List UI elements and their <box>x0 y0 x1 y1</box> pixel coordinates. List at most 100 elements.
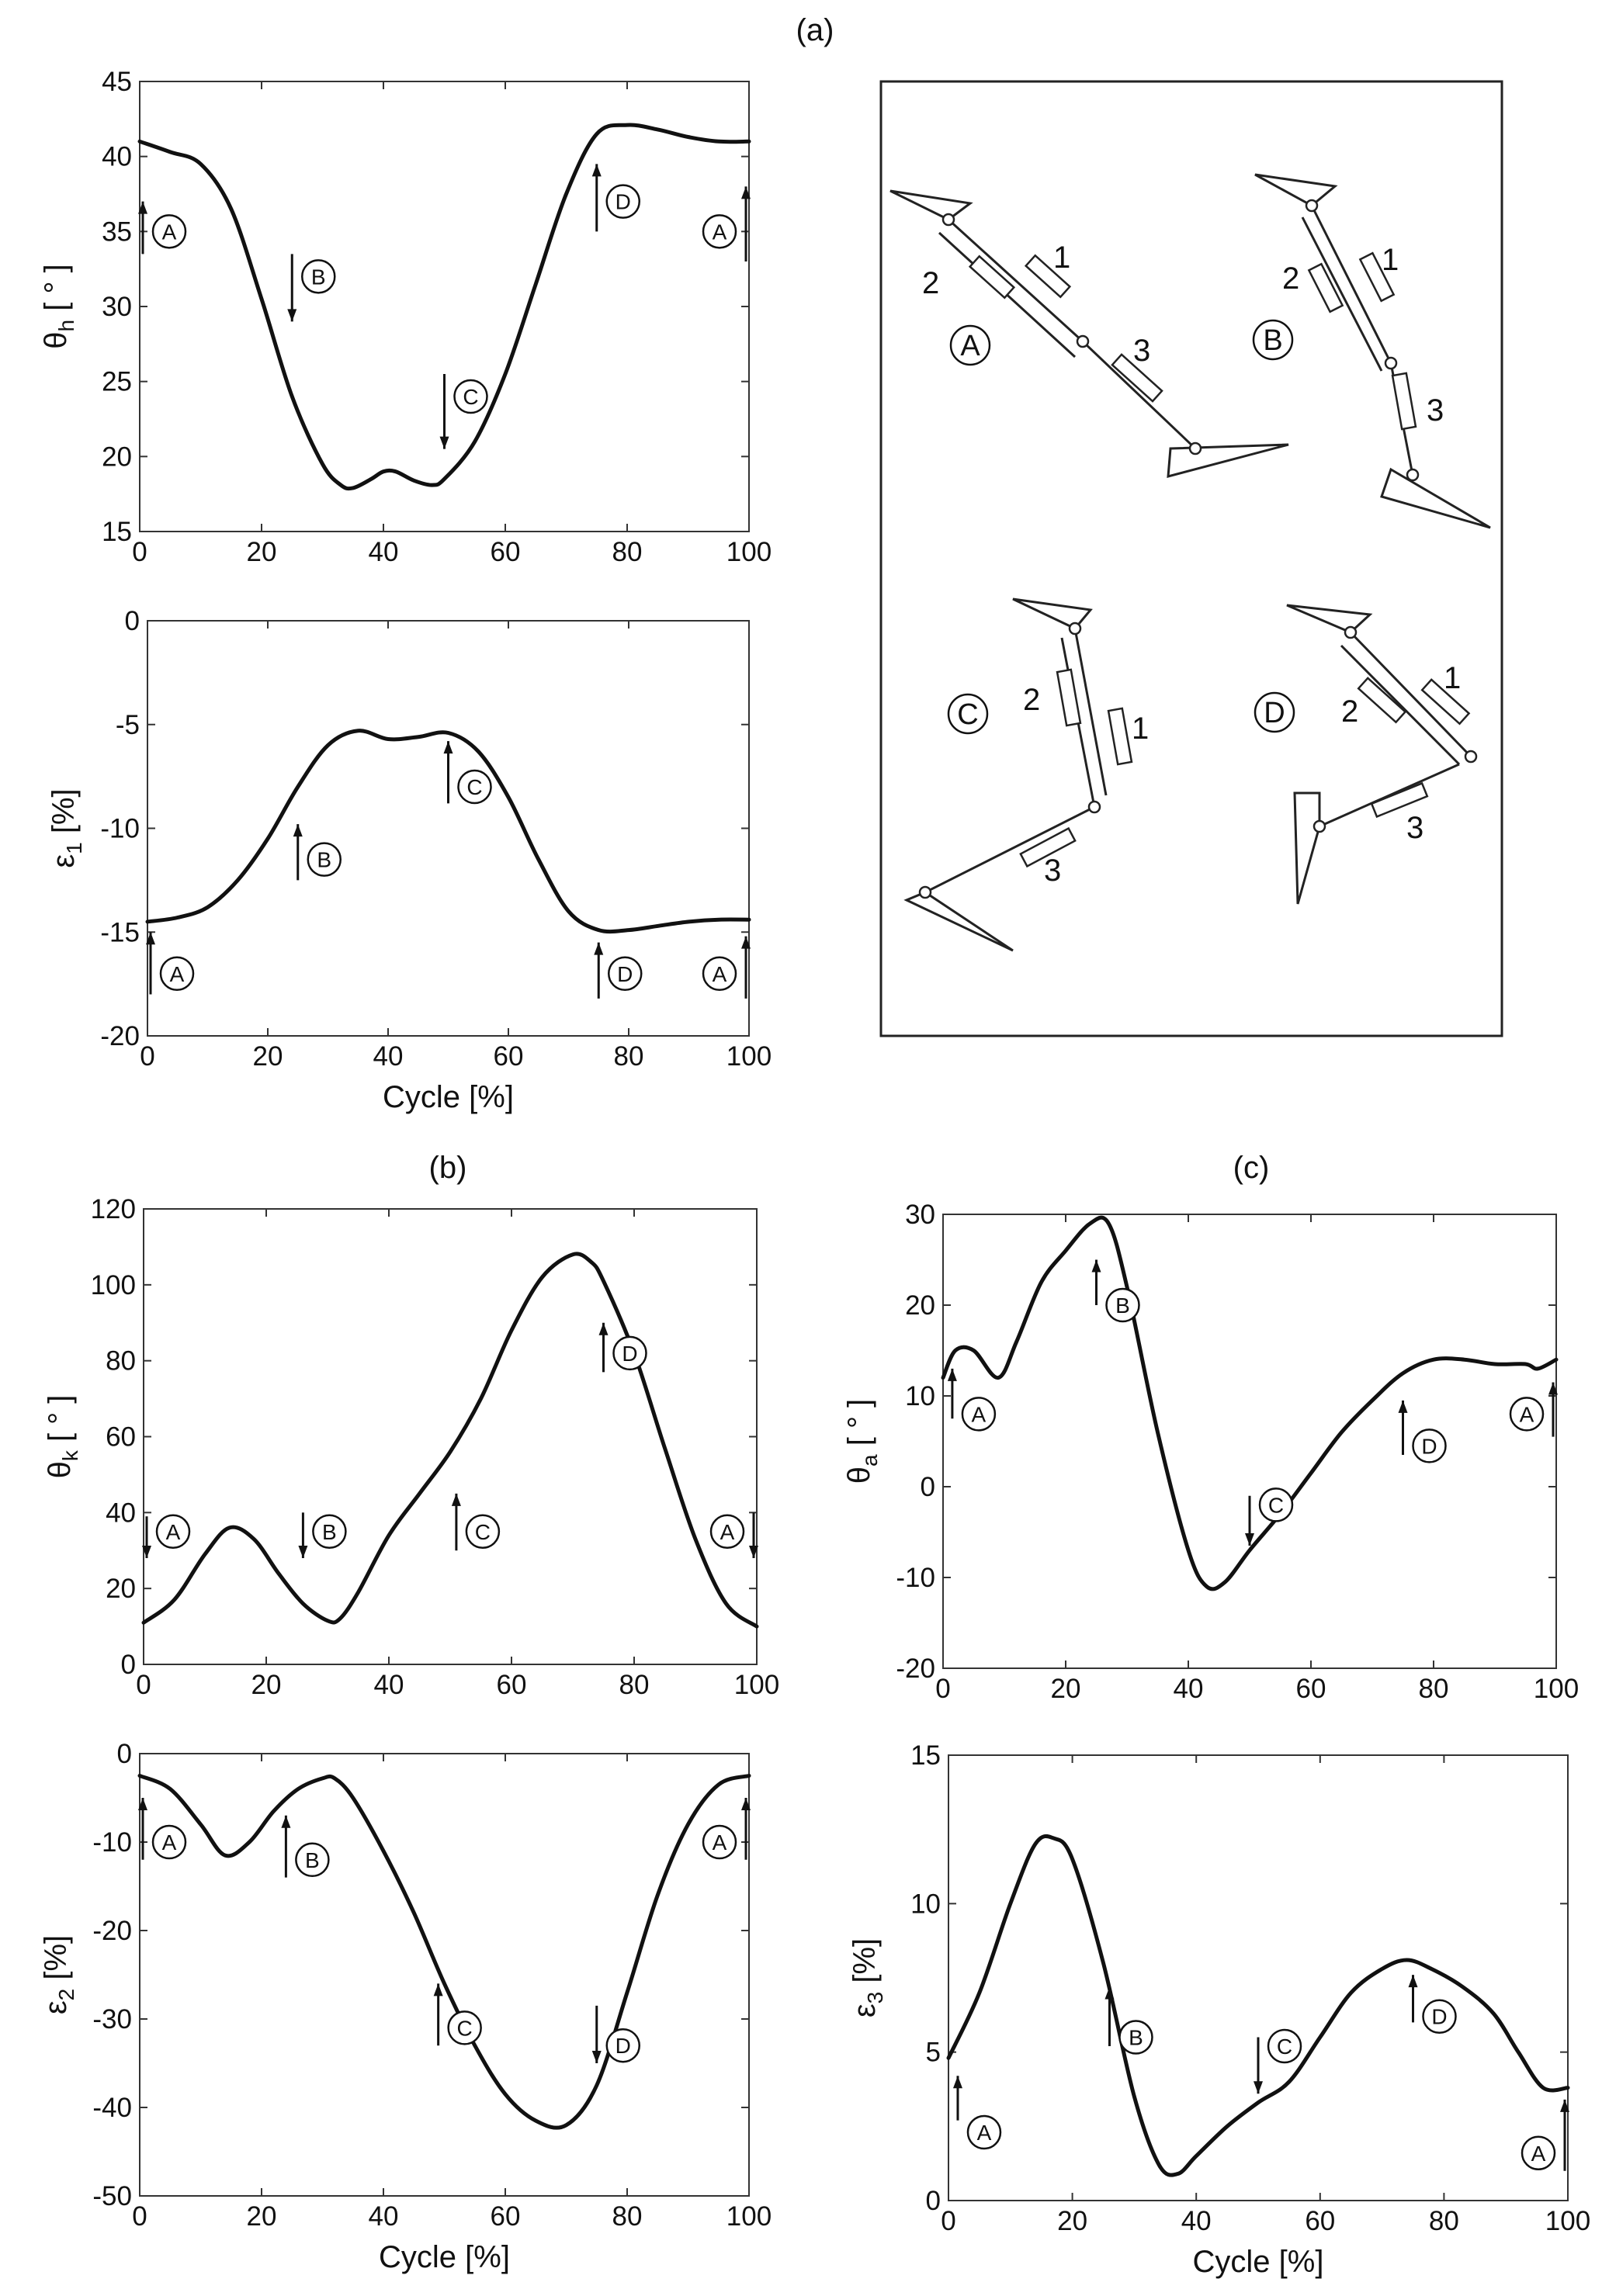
eps_2-y-axis-title: ε2 [%] <box>39 1935 78 2014</box>
theta_a-y-tick-label: -10 <box>896 1563 935 1593</box>
pose-c-thigh <box>1073 628 1108 796</box>
theta_h-marker-label: C <box>463 385 478 409</box>
theta_k-y-tick-label: 60 <box>106 1422 136 1453</box>
theta_h-x-tick-label: 0 <box>132 537 147 567</box>
pose-b-actuator-2 <box>1307 262 1344 313</box>
eps_2-x-tick-label: 80 <box>612 2201 643 2232</box>
theta_a-plot-frame <box>942 1214 1557 1669</box>
theta_a-y-tick-label: 20 <box>905 1290 935 1321</box>
pose-b-foot <box>1380 467 1491 529</box>
theta_a-marker-arrowhead <box>1245 1533 1254 1546</box>
theta_a-marker-circle <box>1412 1429 1447 1463</box>
pose-b-thigh-2 <box>1301 216 1383 372</box>
theta_h-x-tick-label: 80 <box>612 537 643 567</box>
theta_k-marker-label: D <box>622 1342 637 1366</box>
eps_2-marker-circle <box>447 2010 482 2045</box>
theta_h-marker-arrowhead <box>287 309 297 322</box>
eps_2-marker-label: B <box>305 1848 320 1872</box>
eps_3-y-axis-title: ε3 [%] <box>848 1938 887 2017</box>
eps_2-y-axis-subscript: 2 <box>54 1989 78 2001</box>
theta_a-y-tick-label: 0 <box>921 1472 935 1502</box>
pose-a-joint-ankle <box>1188 442 1202 455</box>
pose-b-number-1: 1 <box>1382 243 1399 277</box>
theta_h-y-tick-label: 20 <box>102 442 132 472</box>
eps_2-marker-circle <box>605 2028 640 2063</box>
eps_1-y-tick-label: -5 <box>116 710 140 740</box>
theta_h-marker-label: A <box>162 220 177 244</box>
theta_k-marker-circle <box>155 1514 191 1550</box>
panel-label-a: (a) <box>796 13 834 47</box>
theta_k-marker-arrowhead <box>749 1546 758 1559</box>
theta_h-x-tick-label: 60 <box>491 537 521 567</box>
theta_h-y-tick-label: 45 <box>102 67 132 97</box>
theta_k-y-axis-unit: [ ° ] <box>43 1395 77 1451</box>
theta_a-marker-circle <box>1105 1287 1140 1323</box>
pose-c-actuator-3 <box>1019 826 1077 868</box>
pose-c-number-3: 3 <box>1044 854 1061 888</box>
eps_3-marker-arrowhead <box>1408 1975 1418 1988</box>
pose-b-thigh <box>1310 205 1392 364</box>
eps_1-marker-circle <box>702 956 737 991</box>
theta_h-y-axis-symbol: θ <box>39 331 73 348</box>
theta_h-y-axis-subscript: h <box>54 320 78 332</box>
pose-a-actuator-3 <box>1111 353 1163 403</box>
eps_1-y-axis-title: ε1 [%] <box>47 788 86 867</box>
pose-c-hip-segment <box>1012 597 1093 630</box>
eps_2-x-tick-label: 60 <box>491 2201 521 2232</box>
theta_a-y-axis-subscript: a <box>858 1454 882 1467</box>
theta_h-marker-arrowhead <box>591 164 602 177</box>
theta_k-y-tick-label: 120 <box>91 1194 136 1224</box>
eps_2-y-tick-label: -20 <box>92 1916 132 1946</box>
eps_2-marker-arrowhead <box>433 1983 443 1996</box>
theta_k-x-tick-label: 100 <box>734 1670 779 1700</box>
theta_h-marker-circle <box>702 214 737 249</box>
theta_k-plot-frame <box>143 1208 758 1665</box>
eps_2-marker-label: A <box>162 1830 177 1854</box>
pose-a-thigh <box>947 218 1084 343</box>
eps_1-marker-label: A <box>713 962 727 986</box>
eps_1-marker-label: B <box>317 848 331 872</box>
pose-a-hip-segment <box>889 189 973 221</box>
pose-c-shank <box>924 805 1095 894</box>
theta_k-x-tick-label: 40 <box>374 1670 404 1700</box>
eps_2-plot-frame <box>139 1753 750 2197</box>
theta_k-marker-arrowhead <box>142 1546 151 1559</box>
theta_h-marker-arrowhead <box>439 436 449 449</box>
theta_a-marker-arrowhead <box>1548 1382 1558 1395</box>
eps_3-x-tick-label: 100 <box>1545 2206 1590 2236</box>
theta_k-marker-label: A <box>720 1520 735 1544</box>
eps_3-plot-frame <box>948 1754 1569 2201</box>
theta_k-y-axis-title: θk [ ° ] <box>43 1395 82 1479</box>
pose-a: A 1 2 3 <box>889 189 1289 478</box>
theta_k-marker-circle <box>709 1514 745 1550</box>
theta_k-marker-circle <box>612 1335 647 1371</box>
eps_1-x-tick-label: 100 <box>726 1041 772 1072</box>
pose-d-thigh <box>1349 631 1472 758</box>
theta_k-marker-circle <box>312 1514 347 1550</box>
pose-d: D 1 2 3 <box>1254 604 1478 905</box>
theta_k-x-tick-label: 0 <box>136 1670 151 1700</box>
pose-b-hip-segment <box>1254 173 1338 207</box>
eps_1-x-tick-label: 40 <box>373 1041 404 1072</box>
pose-b-number-3: 3 <box>1427 393 1444 428</box>
eps_1-y-tick-label: -10 <box>100 814 140 844</box>
eps_2-marker-label: C <box>457 2016 473 2040</box>
theta_a-x-tick-label: 80 <box>1419 1674 1449 1704</box>
eps_3-marker-label: A <box>977 2121 992 2145</box>
pose-a-label: A <box>960 330 980 362</box>
pose-d-joint-ankle <box>1313 819 1326 833</box>
eps_2-x-tick-label: 40 <box>369 2201 399 2232</box>
eps_3-y-tick-label: 10 <box>910 1889 941 1919</box>
pose-b-actuator-3 <box>1391 372 1417 431</box>
eps_3-y-tick-label: 0 <box>926 2186 941 2216</box>
eps_3-marker-circle <box>1267 2028 1302 2064</box>
pose-c-label: C <box>957 698 978 731</box>
eps_2-x-tick-label: 20 <box>247 2201 277 2232</box>
theta_k-x-tick-label: 80 <box>619 1670 650 1700</box>
theta_h-x-tick-label: 40 <box>369 537 399 567</box>
eps_1-y-tick-label: 0 <box>125 606 140 636</box>
pose-b-joint-knee <box>1384 356 1398 370</box>
theta_h-y-axis-unit: [ ° ] <box>39 264 73 320</box>
eps_3-marker-arrowhead <box>952 2076 962 2089</box>
